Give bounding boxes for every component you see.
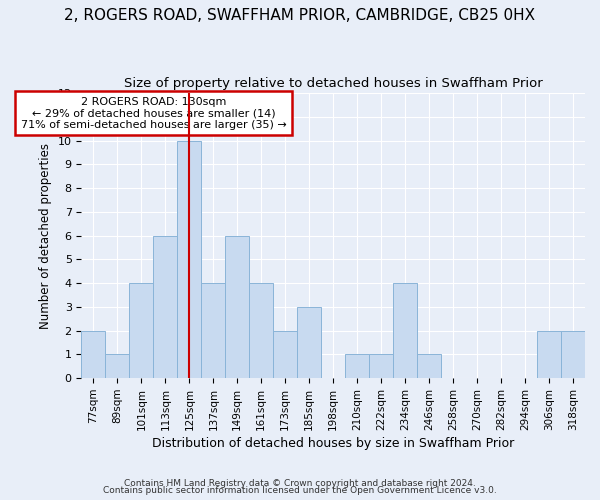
Bar xyxy=(178,140,202,378)
Bar xyxy=(369,354,393,378)
Text: Contains public sector information licensed under the Open Government Licence v3: Contains public sector information licen… xyxy=(103,486,497,495)
Bar xyxy=(226,236,249,378)
Bar xyxy=(417,354,441,378)
X-axis label: Distribution of detached houses by size in Swaffham Prior: Distribution of detached houses by size … xyxy=(152,437,514,450)
Text: Contains HM Land Registry data © Crown copyright and database right 2024.: Contains HM Land Registry data © Crown c… xyxy=(124,478,476,488)
Bar xyxy=(345,354,369,378)
Text: 2 ROGERS ROAD: 130sqm
← 29% of detached houses are smaller (14)
71% of semi-deta: 2 ROGERS ROAD: 130sqm ← 29% of detached … xyxy=(20,96,286,130)
Bar xyxy=(561,330,585,378)
Y-axis label: Number of detached properties: Number of detached properties xyxy=(39,142,52,328)
Bar xyxy=(130,283,154,378)
Title: Size of property relative to detached houses in Swaffham Prior: Size of property relative to detached ho… xyxy=(124,78,542,90)
Bar xyxy=(154,236,178,378)
Bar xyxy=(82,330,106,378)
Bar xyxy=(273,330,297,378)
Bar xyxy=(106,354,130,378)
Text: 2, ROGERS ROAD, SWAFFHAM PRIOR, CAMBRIDGE, CB25 0HX: 2, ROGERS ROAD, SWAFFHAM PRIOR, CAMBRIDG… xyxy=(64,8,536,22)
Bar xyxy=(537,330,561,378)
Bar xyxy=(393,283,417,378)
Bar xyxy=(249,283,273,378)
Bar xyxy=(202,283,226,378)
Bar xyxy=(297,307,321,378)
